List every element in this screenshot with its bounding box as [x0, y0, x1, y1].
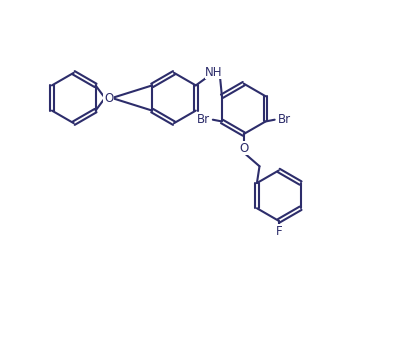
Text: Br: Br [197, 113, 210, 126]
Text: O: O [104, 91, 114, 105]
Text: NH: NH [205, 65, 223, 79]
Text: F: F [275, 225, 282, 238]
Text: O: O [239, 141, 248, 155]
Text: Br: Br [278, 113, 291, 126]
